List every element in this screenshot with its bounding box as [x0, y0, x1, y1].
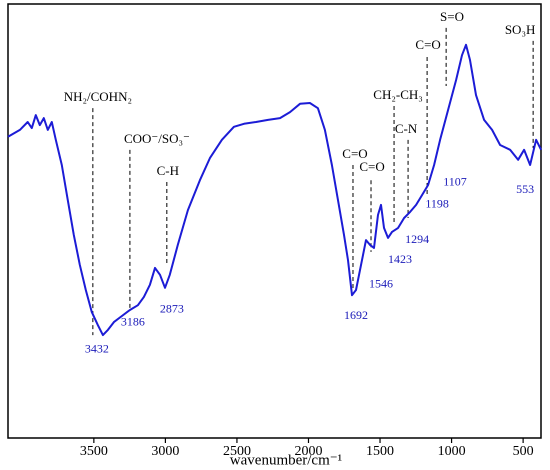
peak-label: 1294	[405, 232, 429, 246]
peak-label: 2873	[160, 302, 184, 316]
plot-frame	[7, 3, 542, 439]
x-axis-label: wavenumber/cm⁻¹	[230, 452, 342, 468]
annotation: C-H	[157, 163, 179, 178]
annotation: C-N	[395, 121, 418, 136]
x-tick-label: 1000	[438, 444, 466, 459]
x-tick-label: 500	[513, 444, 534, 459]
peak-label: 1107	[443, 175, 467, 189]
peak-label: 3186	[121, 315, 145, 329]
x-tick-label: 3500	[80, 444, 108, 459]
x-tick-label: 2500	[223, 444, 251, 459]
peak-label: 553	[516, 182, 534, 196]
peak-label: 1692	[344, 308, 368, 322]
peak-label: 1546	[369, 277, 393, 291]
annotation: CH₂-CH₃	[373, 87, 423, 102]
annotation: NH₂/COHN₂	[64, 89, 132, 104]
annotation: C=O	[415, 37, 440, 52]
x-tick-label: 3000	[151, 444, 179, 459]
x-tick-label: 2000	[294, 444, 322, 459]
annotation: S=O	[440, 9, 464, 24]
annotation: SO₃H	[505, 22, 536, 37]
spectrum-line	[7, 43, 542, 337]
annotation: C=O	[359, 159, 384, 174]
peak-label: 1198	[425, 197, 449, 211]
peak-label: 1423	[388, 252, 412, 266]
x-tick-label: 1500	[366, 444, 394, 459]
peak-label: 3432	[85, 342, 109, 356]
annotation: C=O	[342, 146, 367, 161]
annotation: COO⁻/SO₃⁻	[124, 131, 190, 146]
